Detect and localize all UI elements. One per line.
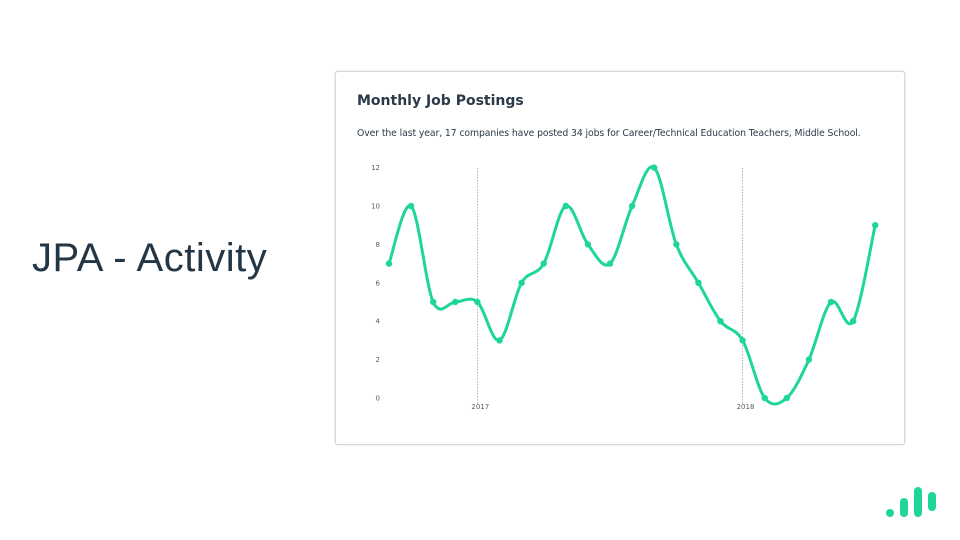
y-tick-label: 8 — [376, 241, 380, 249]
logo-bar-3 — [928, 492, 936, 511]
slide-title: JPA - Activity — [32, 236, 268, 280]
logo-bar-1 — [900, 498, 908, 517]
x-tick-label: 2017 — [471, 403, 489, 411]
line-chart: 0 2 4 6 8 10 12 2017 2018 — [371, 164, 879, 411]
data-point — [717, 318, 724, 325]
data-point — [783, 394, 790, 402]
x-tick-label: 2018 — [737, 403, 755, 411]
data-point — [872, 222, 879, 229]
chart-title: Monthly Job Postings — [357, 93, 524, 109]
data-point — [518, 279, 525, 286]
y-tick-label: 4 — [376, 318, 381, 326]
data-point — [695, 279, 702, 286]
y-tick-label: 6 — [376, 279, 381, 287]
logo-dot — [886, 509, 894, 517]
data-point — [540, 260, 547, 267]
series-line — [387, 165, 877, 406]
y-tick-label: 10 — [371, 203, 380, 211]
data-point — [474, 298, 481, 306]
data-point — [739, 337, 746, 344]
data-point — [430, 298, 437, 306]
logo-bar-2 — [914, 487, 922, 517]
y-tick-label: 2 — [376, 356, 380, 364]
data-point — [584, 241, 592, 248]
data-point — [651, 164, 658, 171]
y-tick-label: 12 — [371, 164, 380, 172]
data-point — [827, 298, 835, 306]
data-point — [628, 202, 636, 210]
data-point — [606, 260, 614, 267]
data-point — [562, 202, 569, 210]
data-point — [805, 356, 813, 363]
data-point — [673, 241, 680, 248]
data-point — [496, 337, 503, 344]
data-point — [452, 298, 459, 306]
y-tick-label: 0 — [376, 395, 380, 403]
data-point — [849, 318, 857, 325]
chart-card: Monthly Job Postings Over the last year,… — [335, 71, 905, 445]
chart-subtitle: Over the last year, 17 companies have po… — [357, 128, 861, 139]
data-point — [385, 260, 393, 267]
brand-logo-icon — [886, 487, 938, 519]
data-point — [407, 202, 415, 210]
data-point — [761, 394, 768, 402]
